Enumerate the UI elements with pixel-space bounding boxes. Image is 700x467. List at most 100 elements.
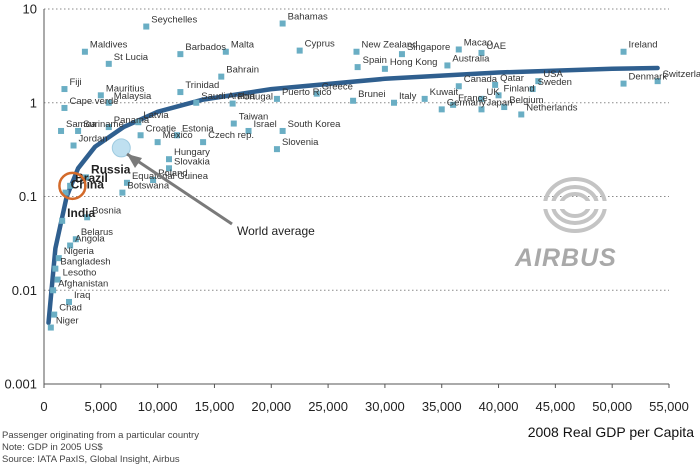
point-marker <box>529 86 536 93</box>
point-label: Brunei <box>358 89 385 100</box>
point-label: UK <box>487 87 501 98</box>
point-label: Finland <box>504 83 535 94</box>
point-marker <box>55 255 62 262</box>
point-labels: Seychelles Bahamas Maldives Barbados Malta Cy… <box>56 12 700 327</box>
point-marker <box>279 127 286 134</box>
point-marker <box>353 48 360 55</box>
point-label: Sweden <box>538 77 572 88</box>
point-label: Equatorial Guinea <box>132 171 209 182</box>
point-label: South Korea <box>288 119 342 130</box>
point-marker <box>166 165 172 172</box>
point-label: Russia <box>91 162 131 176</box>
point-label: Angola <box>75 234 105 245</box>
point-marker <box>75 127 82 134</box>
brazil-highlight-ring <box>58 171 87 201</box>
point-label: Bahrain <box>226 65 259 76</box>
point-label: Denmark <box>629 72 668 83</box>
point-label: Netherlands <box>526 102 577 113</box>
point-marker <box>177 89 184 96</box>
point-label: Barbados <box>185 42 226 53</box>
point-marker <box>61 86 68 93</box>
point-marker <box>67 182 74 189</box>
point-marker <box>83 174 90 181</box>
point-label: Czech rep. <box>208 130 254 141</box>
point-marker <box>135 119 142 126</box>
point-label: Israel <box>254 119 277 130</box>
x-tick-label: 10,000 <box>138 399 178 414</box>
airbus-swoosh-icon <box>535 177 615 233</box>
point-marker <box>154 139 161 146</box>
point-label: Canada <box>464 74 498 85</box>
point-marker <box>123 179 130 186</box>
point-label: Puerto Rico <box>282 87 332 98</box>
point-label: Japan <box>487 97 513 108</box>
airbus-logo: AIRBUS <box>514 177 617 272</box>
x-tick-label: 50,000 <box>592 399 632 414</box>
highlight-markers <box>58 138 131 201</box>
point-label: Bosnia <box>92 205 122 216</box>
point-marker <box>218 73 225 80</box>
point-label: Seychelles <box>151 15 197 26</box>
point-marker <box>535 78 542 85</box>
x-tick-label: 0 <box>40 399 47 414</box>
point-label: Hong Kong <box>390 57 438 68</box>
point-marker <box>173 132 180 139</box>
point-label: Mauritius <box>106 83 145 94</box>
point-label: Switzerland <box>663 69 700 80</box>
point-label: Cape verde <box>69 96 118 107</box>
point-marker <box>97 92 104 99</box>
point-marker <box>381 65 388 72</box>
y-tick-label: 1 <box>30 95 37 110</box>
point-label: Jordan <box>79 133 108 144</box>
point-marker <box>455 46 462 53</box>
x-tick-label: 35,000 <box>422 399 462 414</box>
point-label: Greece <box>322 82 353 93</box>
point-marker <box>296 47 303 54</box>
point-label: Lesotho <box>63 268 97 279</box>
point-label: Qatar <box>500 73 524 84</box>
point-label: UAE <box>487 41 507 52</box>
point-label: Bahamas <box>288 12 328 23</box>
y-tick-label: 0.001 <box>4 377 37 392</box>
point-label: India <box>67 206 95 220</box>
point-label: Bangladesh <box>60 257 110 268</box>
point-label: Slovakia <box>174 156 211 167</box>
point-label: New Zealand <box>362 40 418 51</box>
footnote-1: Passenger originating from a particular … <box>2 430 199 441</box>
point-marker <box>50 287 57 294</box>
point-label: Malaysia <box>114 91 152 102</box>
logo-text: AIRBUS <box>514 244 617 272</box>
point-marker <box>105 99 112 106</box>
point-label: Slovenia <box>282 137 319 148</box>
world-average-annotation: World average <box>126 152 315 238</box>
point-marker <box>54 276 61 283</box>
annotation-arrow <box>126 152 233 226</box>
point-label: Nigeria <box>64 246 95 257</box>
point-label: Singapore <box>407 42 450 53</box>
point-marker <box>354 64 361 71</box>
point-marker <box>444 62 451 69</box>
y-tick-label: 0.01 <box>12 283 37 298</box>
point-marker <box>398 51 405 58</box>
axes: 0.001 0.01 0.1 1 10 0 5,000 10,000 15,000 20,000 2… <box>4 2 688 415</box>
point-label: Maldives <box>90 40 128 51</box>
point-marker <box>391 99 397 106</box>
point-label: Taiwan <box>239 112 269 123</box>
point-label: Malta <box>231 40 255 51</box>
y-tick-label: 0.1 <box>19 189 37 204</box>
point-marker <box>229 100 236 107</box>
point-label: China <box>71 178 105 192</box>
point-label: Afghanistan <box>58 278 108 289</box>
point-label: Hungary <box>174 147 210 158</box>
point-marker <box>193 99 200 106</box>
point-marker <box>58 127 65 134</box>
point-label: Latvia <box>143 110 169 121</box>
point-label: Belgium <box>509 95 543 106</box>
point-marker <box>119 189 126 196</box>
point-marker <box>47 324 54 331</box>
point-marker <box>273 95 280 102</box>
point-label: Fiji <box>69 77 81 88</box>
footnote-source: Source: IATA PaxIS, Global Insight, Airb… <box>2 454 180 465</box>
point-marker <box>501 104 508 111</box>
